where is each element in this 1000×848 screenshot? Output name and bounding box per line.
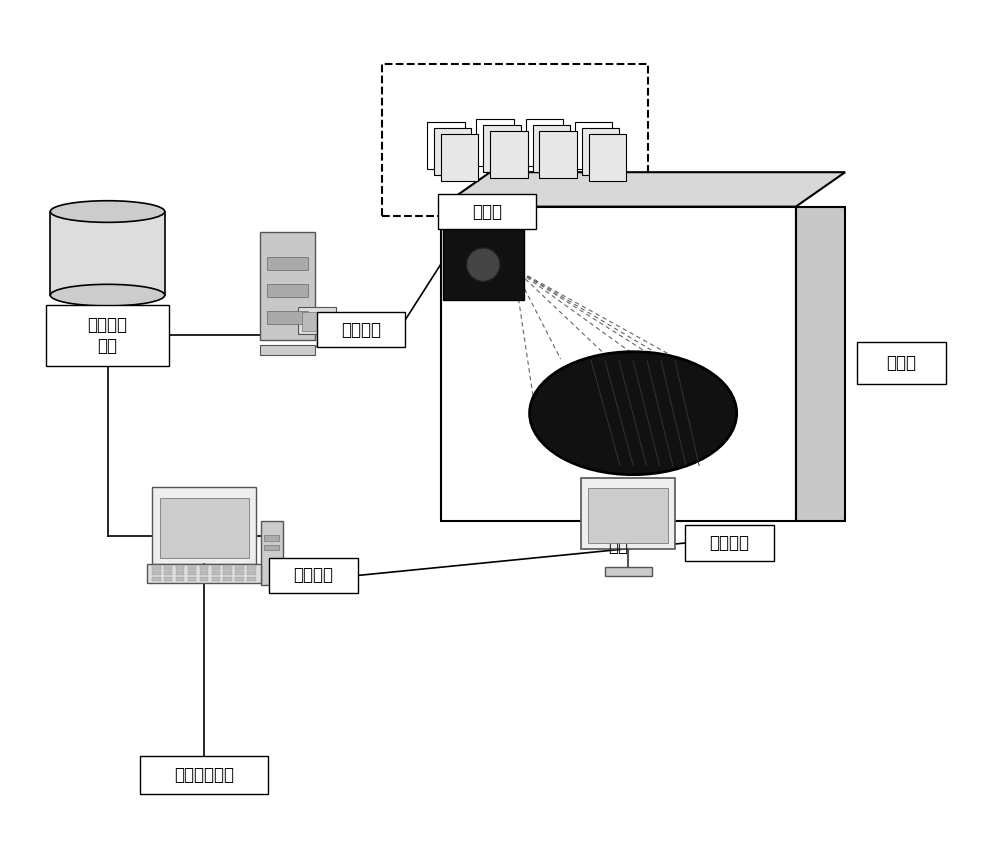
FancyBboxPatch shape: [581, 478, 675, 549]
FancyBboxPatch shape: [261, 522, 283, 585]
FancyBboxPatch shape: [164, 566, 172, 570]
FancyBboxPatch shape: [382, 64, 648, 216]
FancyBboxPatch shape: [223, 566, 232, 570]
Text: 显示设备: 显示设备: [709, 534, 749, 552]
FancyBboxPatch shape: [176, 577, 184, 581]
FancyBboxPatch shape: [147, 564, 261, 583]
FancyBboxPatch shape: [582, 128, 619, 176]
FancyBboxPatch shape: [539, 131, 577, 178]
Ellipse shape: [50, 201, 165, 222]
FancyBboxPatch shape: [685, 525, 774, 561]
FancyBboxPatch shape: [188, 577, 196, 581]
FancyBboxPatch shape: [269, 558, 358, 594]
FancyBboxPatch shape: [247, 571, 256, 575]
FancyBboxPatch shape: [176, 571, 184, 575]
FancyBboxPatch shape: [575, 122, 612, 170]
FancyBboxPatch shape: [152, 577, 161, 581]
FancyBboxPatch shape: [235, 577, 244, 581]
FancyBboxPatch shape: [200, 566, 208, 570]
FancyBboxPatch shape: [200, 571, 208, 575]
FancyBboxPatch shape: [441, 134, 478, 181]
FancyBboxPatch shape: [264, 545, 279, 550]
FancyBboxPatch shape: [160, 498, 249, 557]
FancyBboxPatch shape: [260, 232, 315, 340]
FancyBboxPatch shape: [476, 119, 514, 166]
FancyBboxPatch shape: [298, 307, 336, 334]
Ellipse shape: [530, 352, 737, 475]
FancyBboxPatch shape: [434, 128, 471, 176]
FancyBboxPatch shape: [164, 577, 172, 581]
FancyBboxPatch shape: [857, 343, 946, 383]
Polygon shape: [796, 207, 845, 522]
Text: 传感器: 传感器: [472, 203, 502, 220]
FancyBboxPatch shape: [438, 194, 536, 229]
Ellipse shape: [466, 248, 500, 282]
FancyBboxPatch shape: [247, 577, 256, 581]
FancyBboxPatch shape: [46, 305, 169, 366]
FancyBboxPatch shape: [200, 577, 208, 581]
Text: 文件解析: 文件解析: [341, 321, 381, 338]
FancyBboxPatch shape: [247, 566, 256, 570]
FancyBboxPatch shape: [212, 566, 220, 570]
FancyBboxPatch shape: [441, 207, 796, 522]
FancyBboxPatch shape: [152, 571, 161, 575]
FancyBboxPatch shape: [264, 535, 279, 540]
FancyBboxPatch shape: [605, 566, 652, 577]
FancyBboxPatch shape: [235, 566, 244, 570]
FancyBboxPatch shape: [443, 229, 524, 300]
Text: 语音提示装置: 语音提示装置: [174, 766, 234, 784]
FancyBboxPatch shape: [50, 211, 165, 295]
FancyBboxPatch shape: [152, 487, 256, 564]
Ellipse shape: [50, 284, 165, 306]
FancyBboxPatch shape: [267, 284, 308, 297]
FancyBboxPatch shape: [176, 566, 184, 570]
Text: 计算设备: 计算设备: [293, 566, 333, 584]
FancyBboxPatch shape: [317, 312, 405, 348]
FancyBboxPatch shape: [140, 756, 268, 794]
Text: 存储室: 存储室: [886, 354, 916, 372]
FancyBboxPatch shape: [526, 119, 563, 166]
FancyBboxPatch shape: [188, 571, 196, 575]
FancyBboxPatch shape: [267, 257, 308, 270]
FancyBboxPatch shape: [188, 566, 196, 570]
FancyBboxPatch shape: [483, 125, 521, 172]
FancyBboxPatch shape: [533, 125, 570, 172]
Text: 入口: 入口: [608, 537, 628, 555]
FancyBboxPatch shape: [223, 571, 232, 575]
FancyBboxPatch shape: [427, 122, 464, 170]
FancyBboxPatch shape: [164, 571, 172, 575]
FancyBboxPatch shape: [589, 134, 626, 181]
FancyBboxPatch shape: [260, 345, 315, 355]
FancyBboxPatch shape: [212, 571, 220, 575]
FancyBboxPatch shape: [267, 311, 308, 324]
FancyBboxPatch shape: [302, 312, 332, 332]
Text: 数据存储
云端: 数据存储 云端: [88, 316, 128, 354]
FancyBboxPatch shape: [152, 566, 161, 570]
Polygon shape: [441, 172, 845, 207]
FancyBboxPatch shape: [235, 571, 244, 575]
FancyBboxPatch shape: [490, 131, 528, 178]
FancyBboxPatch shape: [212, 577, 220, 581]
FancyBboxPatch shape: [223, 577, 232, 581]
FancyBboxPatch shape: [588, 488, 668, 544]
